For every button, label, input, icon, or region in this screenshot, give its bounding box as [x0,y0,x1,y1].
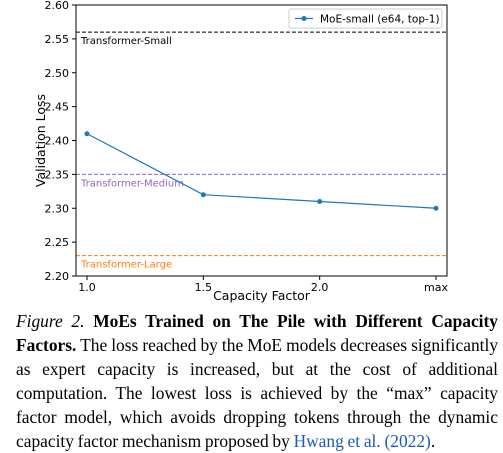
reference-line-label: Transformer-Medium [80,178,184,189]
caption-figure-label: Figure 2. [16,311,85,331]
y-tick-label: 2.50 [45,67,70,80]
data-point [84,131,90,137]
caption-title: MoEs Trained on The Pile with Different … [16,311,498,355]
caption-end: . [430,431,436,451]
reference-line-label: Transformer-Large [80,260,172,271]
x-axis-label: Capacity Factor [213,288,311,303]
x-tick-label: 2.0 [311,281,329,294]
data-point [433,205,439,211]
y-tick-label: 2.45 [45,101,70,114]
data-point [317,198,323,204]
legend: MoE-small (e64, top-1) [288,8,443,29]
y-tick-label: 2.40 [45,135,70,148]
figure-caption: Figure 2. MoEs Trained on The Pile with … [16,309,498,453]
data-point [200,192,206,198]
x-tick-label: max [424,281,448,294]
series-line [86,133,437,209]
chart: Transformer-Small Transformer-Medium Trans… [33,0,449,303]
x-tick-label: 1.0 [78,281,96,294]
reference-line-label: Transformer-Small [80,36,172,47]
series-layer [84,131,439,211]
y-tick-label: 2.20 [45,270,70,283]
y-tick-label: 2.25 [45,236,70,249]
caption-citation-link[interactable]: Hwang et al. (2022) [293,431,431,451]
axes: 2.20 2.25 2.30 2.35 2.40 2.45 2.50 2.55 2.60 1.0 1… [45,0,449,294]
x-tick-label: 1.5 [195,281,213,294]
caption-body: The loss reached by the MoE models decre… [16,335,499,451]
y-axis-label: Validation Loss [33,94,48,187]
y-tick-label: 2.60 [45,0,70,12]
legend-box [288,8,443,29]
reference-lines: Transformer-Small Transformer-Medium Trans… [76,31,447,271]
legend-entry-label: MoE-small (e64, top-1) [320,14,440,26]
y-tick-label: 2.35 [45,168,70,181]
y-tick-label: 2.30 [45,202,70,215]
y-tick-label: 2.55 [45,33,70,46]
legend-dot-marker [301,16,307,21]
